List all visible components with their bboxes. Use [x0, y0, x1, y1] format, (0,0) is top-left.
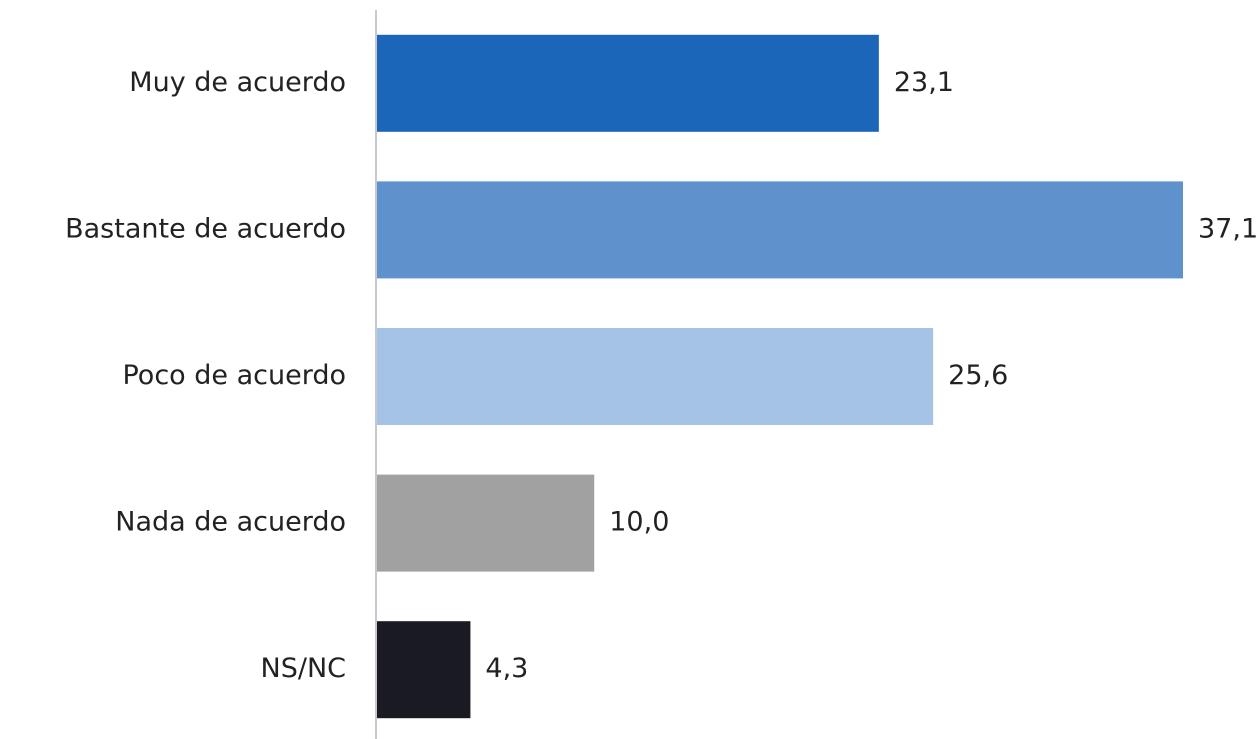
value-label: 10,0 — [609, 507, 669, 538]
value-label: 25,6 — [948, 360, 1008, 391]
value-label: 23,1 — [894, 67, 954, 98]
bar — [377, 181, 1183, 279]
category-label: NS/NC — [261, 653, 346, 684]
bar — [377, 621, 471, 719]
bar — [377, 474, 595, 572]
bar — [377, 328, 934, 425]
category-label: Poco de acuerdo — [122, 360, 346, 391]
category-label: Bastante de acuerdo — [65, 213, 346, 244]
value-label: 4,3 — [485, 653, 528, 684]
category-label: Nada de acuerdo — [115, 507, 346, 538]
bar — [377, 34, 879, 132]
category-label: Muy de acuerdo — [129, 67, 346, 98]
value-label: 37,1 — [1198, 213, 1258, 244]
